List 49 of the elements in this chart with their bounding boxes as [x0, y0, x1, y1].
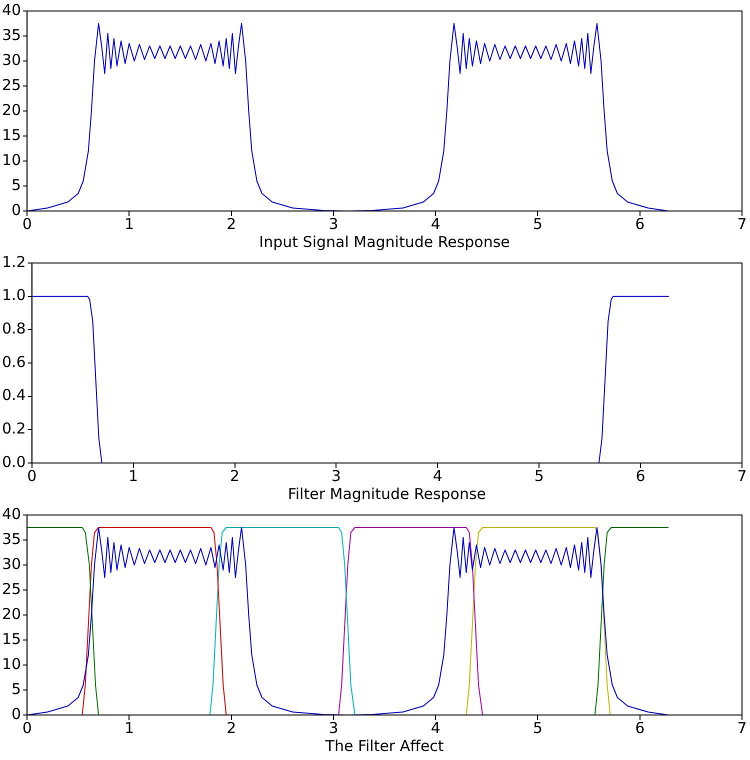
y-tick-label: 5 — [12, 680, 22, 698]
y-tick-label: 5 — [12, 176, 22, 194]
x-tick-label: 3 — [328, 718, 338, 737]
y-tick-label: 35 — [2, 530, 22, 548]
x-tick-label: 5 — [532, 214, 543, 233]
x-tick-label: 5 — [532, 718, 543, 737]
y-tick-label: 0.8 — [2, 320, 26, 338]
y-tick-label: 10 — [2, 150, 22, 169]
y-tick-label: 25 — [2, 76, 22, 94]
x-tick-label: 3 — [331, 466, 341, 485]
x-axis-title: Input Signal Magnitude Response — [259, 232, 510, 251]
y-tick-label: 30 — [2, 50, 22, 69]
x-tick-label: 6 — [636, 466, 646, 485]
y-tick-label: 10 — [2, 654, 22, 673]
y-tick-label: 20 — [2, 604, 22, 623]
x-tick-label: 6 — [635, 214, 645, 233]
y-tick-label: 0.2 — [2, 420, 26, 438]
y-tick-label: 0 — [12, 704, 22, 723]
x-tick-label: 5 — [534, 466, 544, 485]
y-tick-label: 40 — [2, 504, 22, 523]
x-tick-label: 7 — [737, 718, 747, 737]
x-tick-label: 3 — [328, 214, 338, 233]
x-tick-label: 1 — [128, 466, 138, 485]
x-tick-label: 2 — [230, 466, 240, 485]
x-axis-title: Filter Magnitude Response — [288, 484, 486, 503]
y-tick-label: 40 — [2, 0, 22, 19]
x-tick-label: 2 — [226, 718, 236, 737]
y-tick-label: 20 — [2, 100, 22, 119]
x-tick-label: 7 — [737, 214, 747, 233]
x-axis-title: The Filter Affect — [324, 736, 444, 755]
y-tick-label: 0.4 — [2, 386, 26, 404]
y-tick-label: 15 — [2, 630, 22, 648]
x-tick-label: 4 — [432, 466, 442, 485]
y-tick-label: 25 — [2, 580, 22, 598]
y-tick-label: 0 — [12, 200, 22, 219]
y-tick-label: 30 — [2, 554, 22, 573]
x-tick-label: 4 — [430, 214, 440, 233]
y-tick-label: 0.0 — [2, 452, 26, 471]
y-tick-label: 15 — [2, 126, 22, 144]
x-tick-label: 1 — [124, 718, 134, 737]
x-tick-label: 2 — [226, 214, 236, 233]
y-tick-label: 1.0 — [2, 286, 26, 304]
x-tick-label: 7 — [737, 466, 747, 485]
x-tick-label: 4 — [430, 718, 440, 737]
y-tick-label: 35 — [2, 26, 22, 44]
x-tick-label: 1 — [124, 214, 134, 233]
x-tick-label: 6 — [635, 718, 645, 737]
y-tick-label: 0.6 — [2, 352, 26, 371]
y-tick-label: 1.2 — [2, 252, 26, 271]
